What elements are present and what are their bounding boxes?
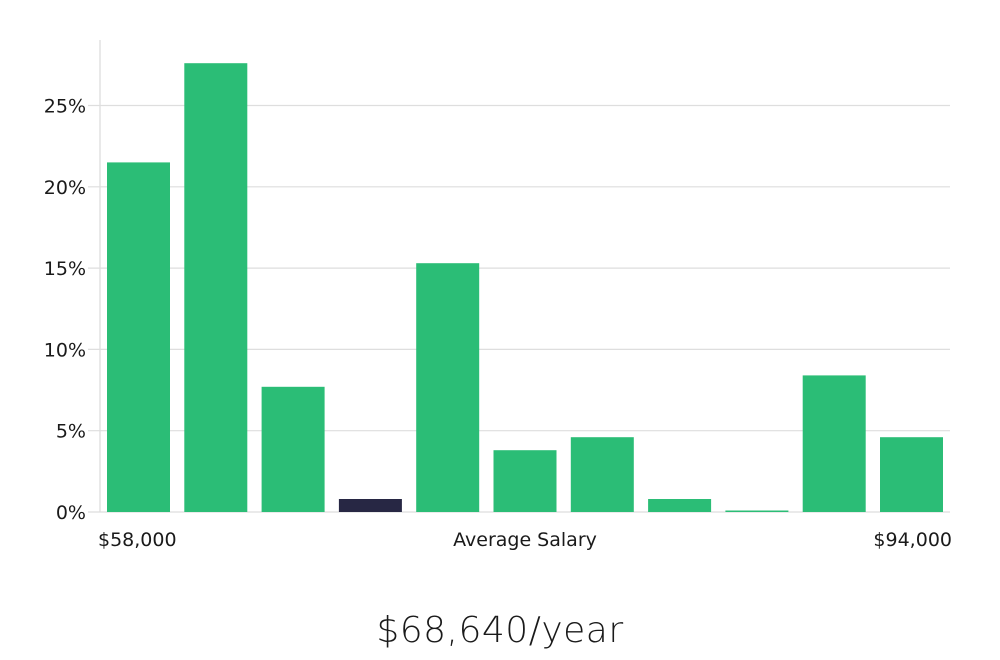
bar xyxy=(107,162,170,512)
bar xyxy=(493,450,557,512)
bar xyxy=(648,499,712,512)
bar xyxy=(184,63,248,512)
bar xyxy=(570,437,634,512)
bars xyxy=(107,63,943,512)
y-tick-label: 10% xyxy=(44,339,86,361)
bar xyxy=(725,510,789,512)
bar xyxy=(802,375,866,512)
y-tick-label: 25% xyxy=(44,96,86,118)
x-axis-min-label: $58,000 xyxy=(98,529,177,551)
y-tick-label: 0% xyxy=(56,502,86,524)
y-tick-label: 20% xyxy=(44,177,86,199)
salary-distribution-chart: 0% 5% 10% 15% 20% 25% xyxy=(44,40,950,525)
bar xyxy=(880,437,943,512)
y-tick-label: 5% xyxy=(56,421,86,443)
average-salary-value: $68,640/year xyxy=(376,610,624,651)
bar xyxy=(416,263,480,512)
x-axis-max-label: $94,000 xyxy=(873,529,952,551)
x-axis-title: Average Salary xyxy=(453,529,597,551)
y-tick-label: 15% xyxy=(44,258,86,280)
y-axis-ticks: 0% 5% 10% 15% 20% 25% xyxy=(44,96,86,525)
bar xyxy=(261,386,325,512)
bar-highlighted xyxy=(338,499,402,512)
